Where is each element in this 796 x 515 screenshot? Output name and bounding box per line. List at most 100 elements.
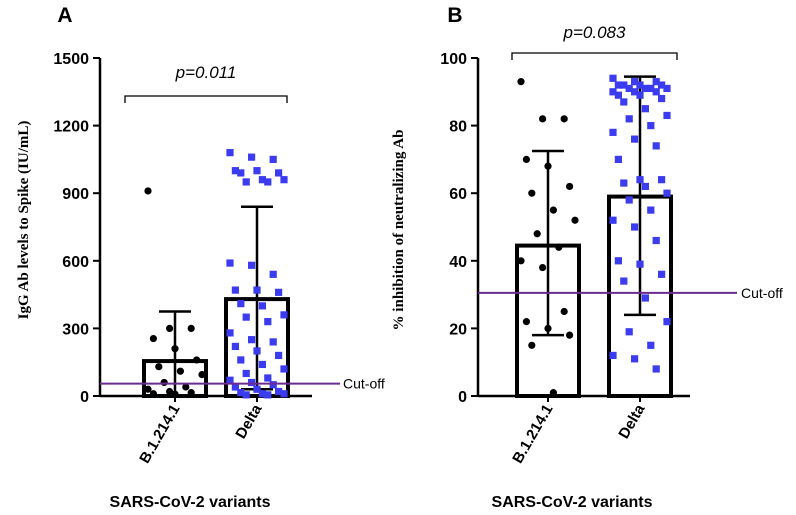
data-point bbox=[231, 167, 239, 175]
data-point bbox=[237, 300, 245, 308]
data-point bbox=[275, 288, 283, 296]
data-point bbox=[620, 98, 628, 106]
data-point bbox=[609, 128, 617, 136]
data-point bbox=[566, 331, 574, 339]
data-point bbox=[242, 369, 250, 378]
data-point bbox=[652, 236, 660, 245]
data-point bbox=[253, 167, 261, 175]
data-point bbox=[631, 88, 639, 96]
data-point bbox=[231, 383, 239, 391]
data-point bbox=[641, 294, 649, 302]
data-point bbox=[544, 324, 552, 332]
data-point bbox=[269, 270, 277, 278]
y-tick-label: 0 bbox=[80, 389, 89, 406]
data-point bbox=[560, 307, 568, 316]
data-point bbox=[275, 387, 283, 396]
data-point bbox=[280, 365, 288, 373]
data-point bbox=[625, 328, 633, 336]
data-point bbox=[631, 135, 639, 143]
data-point bbox=[176, 367, 184, 375]
data-point bbox=[242, 313, 250, 321]
data-point bbox=[636, 91, 644, 99]
y-tick-label: 1500 bbox=[53, 51, 89, 68]
data-point bbox=[258, 360, 266, 369]
panel-a: A 0 300 600 900 1200 1500 IgG Ab levels to Spik… bbox=[16, 4, 385, 511]
data-point bbox=[226, 376, 234, 384]
data-point bbox=[528, 341, 536, 349]
y-tick-label: 40 bbox=[449, 254, 467, 271]
data-point bbox=[609, 88, 617, 96]
data-point bbox=[566, 182, 574, 191]
y-tick-label: 300 bbox=[62, 321, 89, 338]
x-category-label: B.1.214.1 bbox=[136, 402, 183, 467]
data-point bbox=[652, 365, 660, 373]
x-axis-title: SARS-CoV-2 variants bbox=[492, 494, 653, 511]
data-point bbox=[264, 318, 272, 326]
y-axis-title: % inhibition of neutralizing Ab bbox=[391, 130, 407, 331]
data-point bbox=[614, 155, 622, 163]
data-point bbox=[280, 390, 288, 398]
x-category-label: Delta bbox=[615, 401, 648, 442]
data-point bbox=[171, 345, 179, 353]
data-point bbox=[275, 169, 283, 177]
data-point bbox=[641, 84, 649, 93]
data-point bbox=[614, 81, 622, 89]
data-point bbox=[533, 230, 541, 238]
data-point bbox=[625, 84, 633, 93]
data-point bbox=[258, 176, 266, 184]
data-point bbox=[658, 81, 666, 89]
data-point bbox=[528, 189, 536, 197]
data-point bbox=[647, 341, 655, 349]
data-point bbox=[647, 84, 655, 93]
data-point bbox=[269, 338, 277, 346]
data-point bbox=[226, 329, 234, 337]
data-point bbox=[248, 336, 256, 344]
data-point bbox=[663, 189, 671, 197]
data-point bbox=[253, 385, 261, 393]
data-point bbox=[620, 81, 628, 89]
data-point bbox=[522, 155, 531, 163]
data-point bbox=[166, 387, 174, 396]
data-point bbox=[258, 302, 266, 310]
data-point bbox=[647, 206, 655, 214]
p-value-label: p=0.011 bbox=[175, 63, 237, 82]
x-axis-title: SARS-CoV-2 variants bbox=[110, 494, 271, 511]
data-point bbox=[517, 78, 525, 86]
data-point bbox=[663, 318, 671, 326]
x-category-label: Delta bbox=[232, 401, 265, 442]
panel-letter: A bbox=[57, 4, 72, 27]
data-point bbox=[264, 178, 272, 186]
data-point bbox=[620, 277, 628, 285]
data-point bbox=[625, 196, 633, 204]
data-point bbox=[555, 243, 563, 251]
data-point bbox=[166, 324, 174, 332]
data-point bbox=[248, 153, 256, 161]
data-point bbox=[614, 257, 622, 265]
data-point bbox=[539, 263, 547, 272]
data-point bbox=[237, 389, 245, 397]
data-point bbox=[636, 176, 644, 184]
data-point bbox=[248, 378, 256, 387]
cutoff-label: Cut-off bbox=[343, 376, 385, 392]
data-point bbox=[231, 286, 239, 294]
significance-bracket bbox=[124, 95, 288, 103]
data-point bbox=[242, 178, 250, 186]
panel-b: B 0 20 40 60 80 100 % inhibition of neutralizin… bbox=[391, 4, 783, 511]
data-point bbox=[560, 115, 568, 123]
data-point bbox=[264, 374, 272, 382]
data-point bbox=[571, 216, 579, 224]
data-point bbox=[237, 169, 245, 177]
data-point bbox=[182, 383, 190, 391]
data-point bbox=[160, 378, 168, 387]
data-point bbox=[144, 187, 152, 195]
data-point bbox=[636, 260, 644, 268]
y-tick-label: 20 bbox=[449, 321, 467, 338]
data-point bbox=[280, 176, 288, 184]
y-tick-label: 900 bbox=[62, 186, 89, 203]
data-point bbox=[269, 381, 277, 389]
data-point bbox=[269, 155, 277, 163]
data-point bbox=[187, 389, 195, 397]
y-tick-label: 1200 bbox=[53, 119, 89, 136]
data-point bbox=[264, 391, 272, 399]
data-point bbox=[155, 363, 163, 371]
